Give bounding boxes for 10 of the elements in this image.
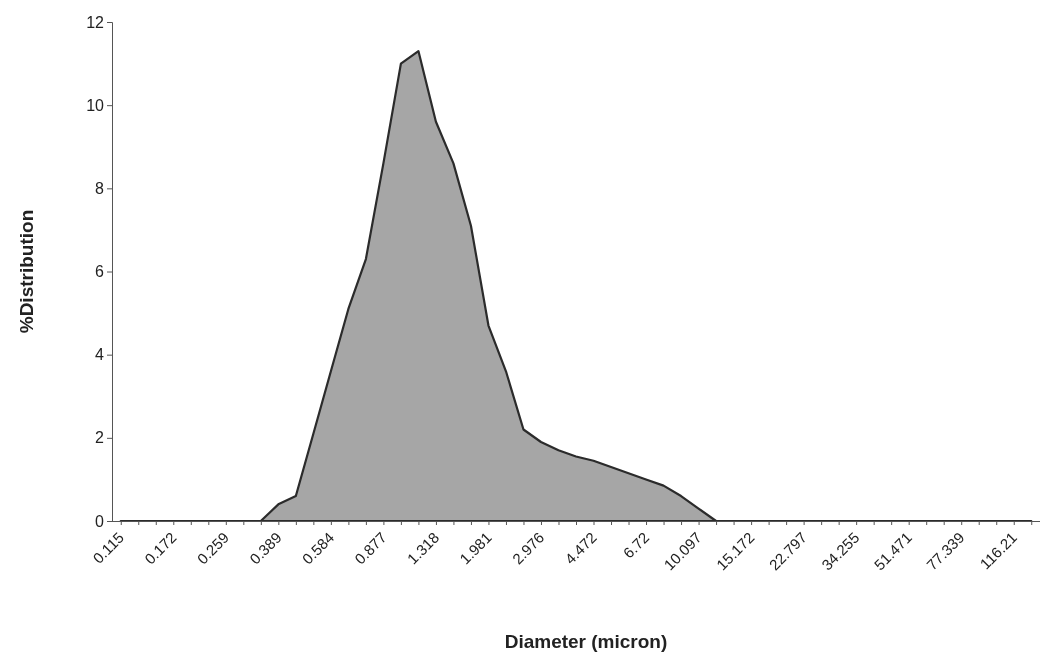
y-tick-label: 2 xyxy=(95,429,105,447)
y-tick-label: 12 xyxy=(86,13,105,31)
y-tick-label: 4 xyxy=(95,346,105,364)
y-tick-label: 10 xyxy=(86,96,105,114)
y-tick-label: 0 xyxy=(95,512,105,530)
y-tick-label: 8 xyxy=(95,179,105,197)
x-axis-title: Diameter (micron) xyxy=(504,631,668,652)
x-tick-label: 6.72 xyxy=(619,528,653,562)
y-tick-label: 6 xyxy=(95,263,105,281)
y-axis-title: %Distribution xyxy=(16,209,37,334)
